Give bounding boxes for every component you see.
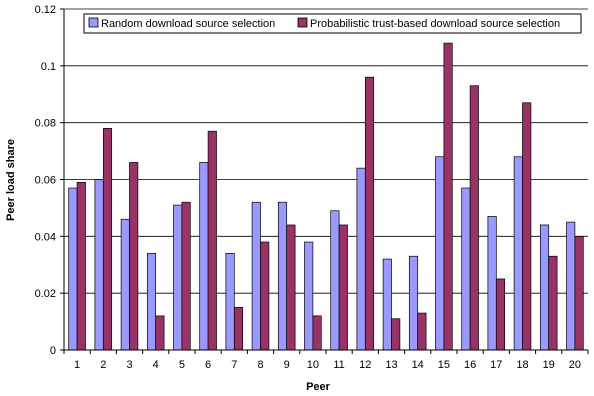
bar-trust-peer-18: [522, 102, 532, 351]
x-tick-label: 14: [412, 359, 424, 371]
bar-trust-peer-14: [417, 312, 427, 351]
bar-random-peer-14: [408, 255, 419, 351]
x-tick-label: 1: [74, 359, 80, 371]
bar-random-peer-20: [566, 221, 576, 351]
bar-trust-peer-17: [495, 278, 506, 351]
y-tick-label: 0: [50, 345, 56, 357]
bars: [68, 42, 584, 351]
legend-label-random: Random download source selection: [101, 18, 275, 30]
y-tick-label: 0.08: [35, 118, 56, 130]
y-tick-label: 0.04: [35, 231, 56, 243]
bar-trust-peer-11: [338, 224, 348, 351]
x-axis: 1 2 3 4 5 6 7 8 9 10 11 12 13 14 15 16 17 18 19 20: [63, 349, 589, 371]
y-axis: 0 0.02 0.04 0.06 0.08 0.1 0.12: [35, 4, 65, 357]
bar-trust-peer-3: [129, 162, 139, 351]
legend-swatch-random: [88, 17, 99, 28]
x-tick-label: 3: [126, 359, 132, 371]
x-tick-label: 5: [179, 359, 185, 371]
y-axis-title: Peer load share: [5, 139, 17, 221]
bar-random-peer-13: [382, 258, 392, 351]
legend-swatch-trust: [297, 17, 308, 28]
x-tick-label: 11: [333, 359, 344, 371]
bar-random-peer-7: [225, 253, 235, 351]
bar-random-peer-10: [304, 241, 314, 351]
bar-random-peer-17: [487, 216, 497, 351]
x-tick-label: 7: [231, 359, 237, 371]
y-tick-label: 0.06: [35, 175, 56, 187]
x-tick-label: 9: [284, 359, 290, 371]
x-tick-label: 18: [516, 359, 528, 371]
bar-random-peer-19: [539, 224, 550, 351]
bar-random-peer-4: [146, 253, 157, 351]
bar-random-peer-9: [277, 201, 288, 351]
bar-random-peer-5: [173, 204, 183, 351]
y-tick-label: 0.02: [35, 288, 56, 300]
x-tick-label: 13: [385, 359, 397, 371]
x-tick-label: 4: [153, 359, 159, 371]
bar-trust-peer-16: [469, 85, 479, 351]
bar-random-peer-12: [356, 167, 366, 351]
bar-random-peer-8: [251, 201, 261, 351]
bar-random-peer-16: [461, 187, 471, 351]
bar-trust-peer-2: [102, 128, 113, 351]
bar-trust-peer-13: [391, 318, 401, 351]
bar-trust-peer-15: [443, 42, 453, 351]
x-tick-label: 17: [490, 359, 502, 371]
x-tick-label: 19: [543, 359, 555, 371]
x-tick-label: 8: [257, 359, 263, 371]
legend: Random download source selection Probabi…: [83, 13, 582, 34]
x-tick-label: 16: [464, 359, 476, 371]
bar-trust-peer-10: [312, 315, 322, 351]
bar-random-peer-11: [330, 210, 340, 351]
bar-random-peer-3: [120, 218, 130, 351]
gridlines: [64, 8, 588, 294]
bar-random-peer-15: [435, 156, 445, 351]
bar-trust-peer-12: [364, 76, 375, 351]
x-axis-title: Peer: [306, 381, 331, 393]
x-tick-label: 10: [307, 359, 319, 371]
bar-trust-peer-19: [548, 255, 558, 351]
bar-trust-peer-8: [260, 241, 270, 351]
bar-random-peer-18: [513, 156, 523, 351]
legend-label-trust: Probabilistic trust-based download sourc…: [310, 18, 560, 30]
bar-random-peer-6: [199, 162, 209, 351]
bar-trust-peer-4: [155, 315, 165, 351]
x-tick-label: 2: [100, 359, 106, 371]
x-tick-label: 6: [205, 359, 211, 371]
x-tick-label: 20: [569, 359, 581, 371]
bar-random-peer-1: [68, 187, 78, 351]
legend-box: [83, 13, 582, 34]
y-tick-label: 0.12: [35, 4, 56, 16]
bar-trust-peer-6: [207, 130, 217, 351]
x-tick-label: 12: [359, 359, 371, 371]
bar-trust-peer-1: [76, 181, 86, 351]
bar-random-peer-2: [94, 179, 104, 351]
x-tick-label: 15: [438, 359, 450, 371]
y-tick-label: 0.1: [41, 61, 56, 73]
bar-trust-peer-7: [233, 307, 244, 351]
bar-trust-peer-9: [286, 224, 296, 351]
bar-trust-peer-5: [181, 201, 191, 351]
bar-trust-peer-20: [574, 235, 584, 351]
